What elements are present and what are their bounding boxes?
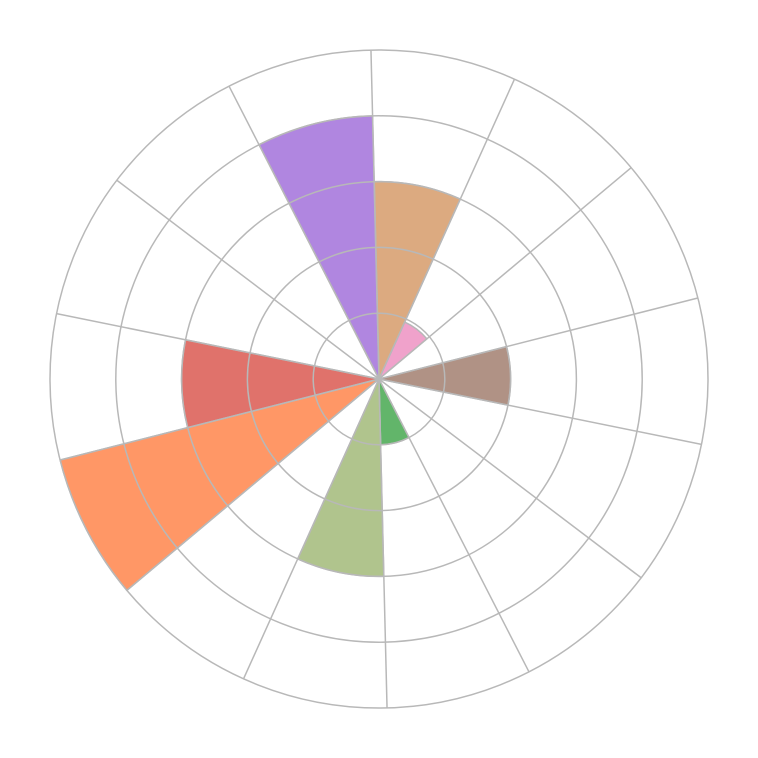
grid-spoke [378, 297, 699, 380]
grid-ring [49, 49, 709, 709]
sectors [59, 115, 512, 592]
grid-spoke [378, 167, 632, 380]
grid-spoke [378, 78, 516, 380]
grid-ring [246, 246, 512, 512]
grid-spoke [242, 378, 380, 680]
grid-spoke [378, 378, 388, 708]
sector-0 [373, 180, 462, 380]
grid-spoke [378, 378, 702, 446]
grid-spoke [228, 85, 380, 380]
grid [49, 49, 709, 709]
grid-spoke [59, 378, 380, 461]
grid-spoke [126, 378, 380, 591]
grid-ring [180, 180, 578, 578]
sector-13 [258, 115, 380, 380]
grid-spoke [370, 50, 380, 380]
grid-spoke [116, 179, 380, 380]
grid-spoke [378, 378, 642, 579]
grid-ring [312, 312, 446, 446]
grid-ring [115, 115, 643, 643]
grid-spoke [56, 312, 380, 380]
grid-spoke [378, 378, 530, 673]
